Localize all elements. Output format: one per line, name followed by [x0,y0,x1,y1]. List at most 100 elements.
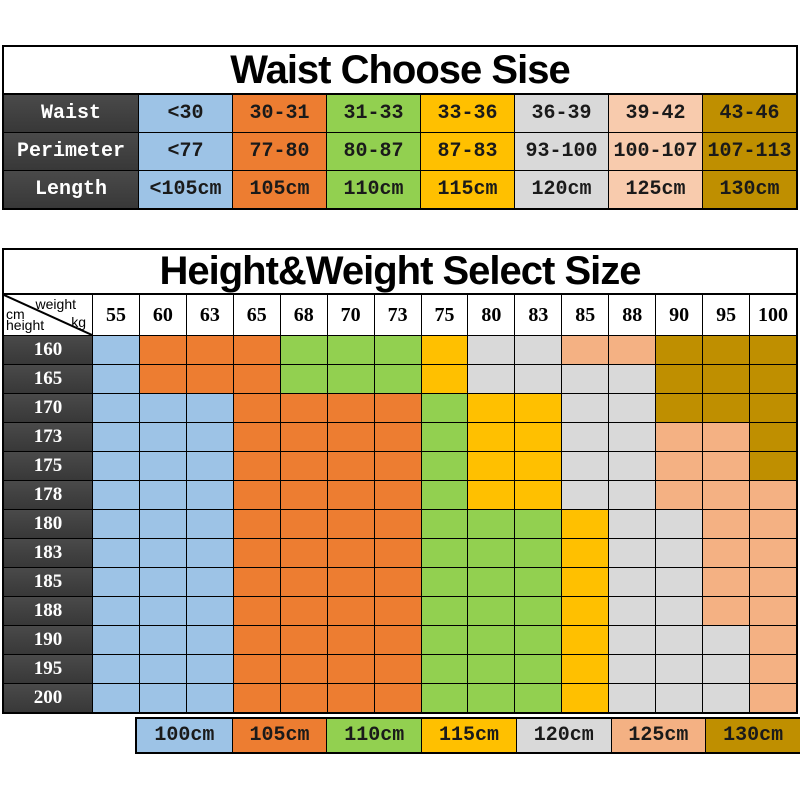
size-cell [185,654,233,683]
height-row-label: 178 [4,480,92,509]
height-weight-title-text: Height&Weight Select Size [159,249,641,293]
size-cell [420,654,468,683]
size-cell [232,393,280,422]
height-weight-title: Height&Weight Select Size [2,248,798,295]
size-cell [279,480,327,509]
size-cell [702,364,750,393]
size-cell [420,596,468,625]
weight-header-cell: 100 [749,295,796,335]
size-cell [702,596,750,625]
size-cell [655,480,703,509]
size-cell [561,538,609,567]
size-cell [232,538,280,567]
corner-kg-label: kg [71,314,86,330]
size-cell [232,422,280,451]
size-cell [420,538,468,567]
size-cell [185,538,233,567]
size-cell [373,683,421,712]
height-row-label: 190 [4,625,92,654]
size-cell [561,567,609,596]
size-cell [702,625,750,654]
size-cell [326,480,374,509]
size-cell [373,451,421,480]
size-cell [655,364,703,393]
size-cell [373,480,421,509]
size-cell [655,538,703,567]
size-cell [749,364,796,393]
size-cell [608,509,656,538]
height-weight-grid: weight kg cm height 55 60 63 65 68 70 73 75 80 83… [2,295,798,714]
size-cell [514,364,562,393]
size-cell [655,422,703,451]
waist-value-cell: 130cm [702,170,796,208]
size-cell [92,538,139,567]
size-cell [702,393,750,422]
corner-cm-label: cm [6,306,25,322]
size-cell [702,567,750,596]
legend-item: 130cm [705,719,800,752]
size-cell [92,567,139,596]
height-row-label: 188 [4,596,92,625]
height-row-label: 195 [4,654,92,683]
size-cell [608,480,656,509]
waist-table-title: Waist Choose Sise [2,45,798,95]
size-cell [655,509,703,538]
size-cell [138,567,186,596]
size-cell [514,422,562,451]
size-cell [655,567,703,596]
size-cell [420,422,468,451]
size-cell [608,538,656,567]
size-cell [514,538,562,567]
size-cell [232,654,280,683]
size-cell [185,509,233,538]
size-cell [232,364,280,393]
size-cell [702,509,750,538]
size-cell [467,538,515,567]
size-cell [326,683,374,712]
size-cell [514,509,562,538]
size-cell [608,625,656,654]
waist-table-title-text: Waist Choose Sise [230,47,570,92]
waist-value-cell: 43-46 [702,95,796,132]
size-cell [279,596,327,625]
waist-value-cell: 77-80 [232,132,326,170]
size-cell [467,509,515,538]
size-cell [138,393,186,422]
waist-value-cell: 125cm [608,170,702,208]
size-cell [138,596,186,625]
weight-header-cell: 95 [702,295,750,335]
height-row-label: 160 [4,335,92,364]
size-cell [232,509,280,538]
waist-value-cell: 110cm [326,170,420,208]
height-row-label: 165 [4,364,92,393]
weight-header-cell: 80 [467,295,515,335]
size-cell [326,393,374,422]
height-row-label: 175 [4,451,92,480]
waist-table-body: Waist <30 30-31 31-33 33-36 36-39 39-42 43-46 Pe… [2,95,798,210]
size-cell [655,393,703,422]
size-cell [185,567,233,596]
size-cell [467,393,515,422]
size-cell [138,480,186,509]
size-cell [514,393,562,422]
diagonal-line-icon [4,295,92,335]
height-row-label: 173 [4,422,92,451]
size-cell [326,451,374,480]
size-cell [279,393,327,422]
size-cell [702,480,750,509]
size-cell [279,654,327,683]
size-cell [749,509,796,538]
size-cell [749,683,796,712]
size-cell [655,654,703,683]
size-cell [326,364,374,393]
size-cell [279,364,327,393]
weight-header-cell: 65 [232,295,280,335]
size-cell [749,480,796,509]
size-cell [702,538,750,567]
corner-cell: weight kg cm height [4,295,92,335]
size-cell [185,364,233,393]
size-cell [608,335,656,364]
size-cell [326,422,374,451]
size-cell [514,625,562,654]
size-cell [420,625,468,654]
